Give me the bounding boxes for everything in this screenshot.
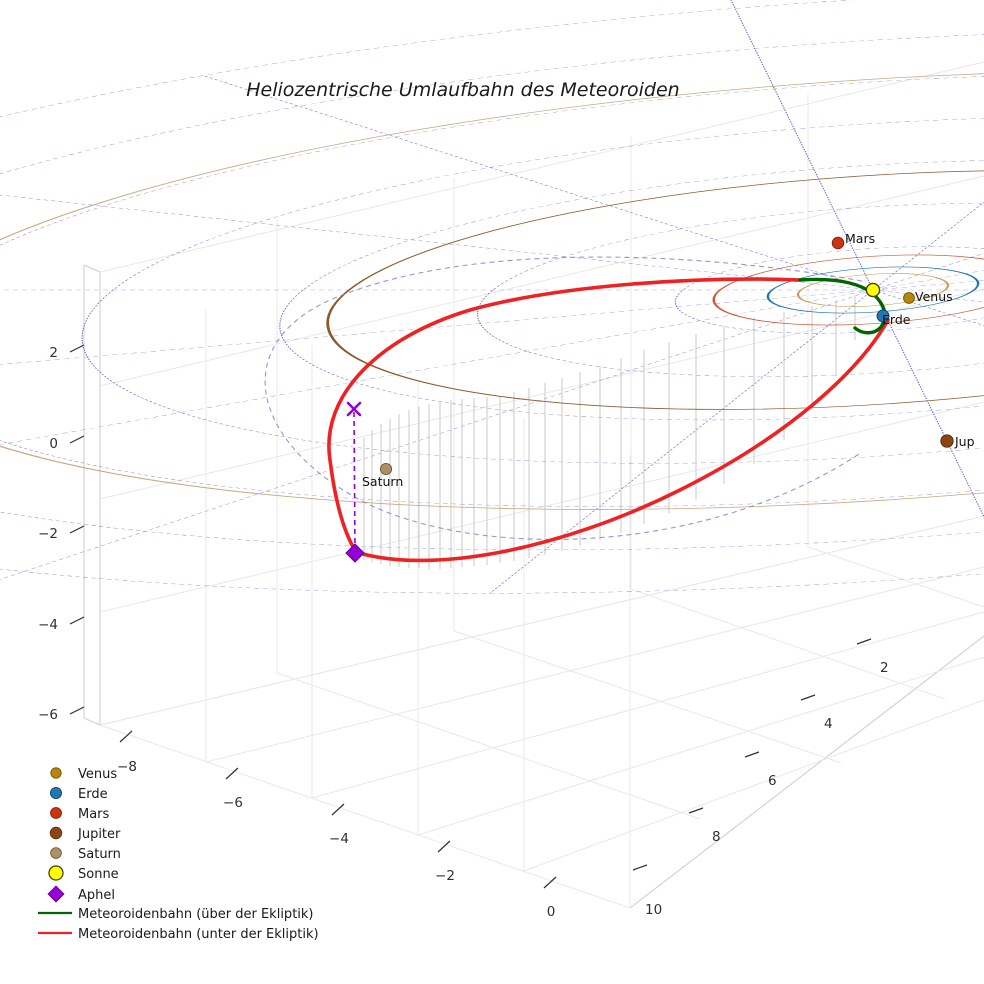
marker-erde: [876, 309, 890, 323]
legend-item-orbit-below[interactable]: Meteoroidenbahn (unter der Ekliptik): [38, 927, 319, 942]
x-axis-tick-labels: −8 −6 −4 −2 0: [117, 759, 555, 920]
legend-item-venus[interactable]: Venus: [50, 767, 118, 782]
legend-label-jupiter: Jupiter: [77, 827, 121, 842]
z-tick-0: 2: [49, 345, 58, 361]
z-tick-4: −6: [38, 707, 58, 723]
z-axis-tick-labels: 2 0 −2 −4 −6: [38, 345, 58, 723]
label-mars: Mars: [845, 231, 875, 246]
marker-venus: [903, 292, 915, 304]
legend-label-erde: Erde: [78, 787, 108, 802]
left-wall-pane: [83, 61, 984, 726]
aphelion-group: [345, 401, 365, 563]
legend-item-mars[interactable]: Mars: [50, 807, 110, 822]
marker-saturn: [379, 462, 393, 476]
y-tick-1: 4: [824, 716, 833, 732]
label-venus: Venus: [915, 289, 953, 304]
legend-item-jupiter[interactable]: Jupiter: [49, 826, 121, 842]
aphelion-diamond-icon: [47, 885, 65, 903]
z-tick-2: −2: [38, 526, 58, 542]
legend-item-aphel[interactable]: Aphel: [47, 885, 115, 903]
label-saturn: Saturn: [362, 474, 403, 489]
legend-item-erde[interactable]: Erde: [50, 787, 108, 802]
legend-label-aphel: Aphel: [78, 888, 115, 903]
tick-marks: [69, 344, 872, 889]
aphelion-diamond-marker: [345, 543, 365, 563]
label-jupiter: Jup: [954, 434, 975, 449]
legend-label-saturn: Saturn: [78, 847, 121, 862]
meteoroid-orbit-below: [327, 277, 802, 554]
polar-grid: [0, 0, 984, 594]
y-tick-3: 8: [712, 829, 721, 845]
axes-3d-box: [83, 61, 984, 909]
sun-marker-icon: [48, 865, 64, 881]
label-erde: Erde: [882, 312, 911, 327]
meteoroid-orbit-above: [798, 277, 887, 335]
marker-sun: [865, 282, 881, 298]
projection-stems: [363, 296, 856, 569]
y-tick-2: 6: [768, 773, 777, 789]
planet-markers: Saturn Jup Mars Venus Erde: [362, 231, 975, 489]
legend-item-saturn[interactable]: Saturn: [50, 847, 121, 862]
meteoroid-orbit-below-return: [354, 318, 890, 563]
x-tick-0: −8: [117, 759, 137, 775]
floor-pane: [99, 515, 984, 909]
x-tick-4: 0: [547, 904, 556, 920]
y-axis-tick-labels: 2 4 6 8 10: [645, 660, 889, 918]
z-tick-3: −4: [38, 617, 58, 633]
erde-marker-icon: [50, 787, 63, 800]
marker-mars: [831, 236, 845, 250]
legend: Venus Erde Mars Jupiter Saturn Sonne: [38, 767, 319, 942]
right-wall-pane: [205, 309, 631, 908]
legend-label-mars: Mars: [78, 807, 110, 822]
orbit-venus: [796, 273, 950, 307]
page-title: Heliozentrische Umlaufbahn des Meteoroid…: [246, 79, 679, 101]
marker-jupiter: [940, 434, 954, 448]
saturn-marker-icon: [50, 847, 62, 859]
x-tick-1: −6: [223, 795, 243, 811]
aphelion-drop-line: [353, 410, 356, 553]
jupiter-marker-icon: [49, 826, 63, 840]
venus-marker-icon: [50, 767, 62, 779]
aphelion-cross-icon: [346, 401, 362, 417]
legend-item-orbit-above[interactable]: Meteoroidenbahn (über der Ekliptik): [38, 907, 314, 922]
x-tick-3: −2: [435, 868, 455, 884]
orbit-erde: [766, 266, 980, 314]
planet-orbits: [0, 70, 984, 510]
y-tick-0: 2: [880, 660, 889, 676]
x-tick-2: −4: [329, 831, 349, 847]
legend-label-sonne: Sonne: [78, 867, 119, 882]
mars-marker-icon: [50, 807, 62, 819]
meteoroid-ecliptic-projection: [264, 256, 863, 540]
legend-label-venus: Venus: [78, 767, 117, 782]
orbit-mars: [712, 254, 984, 326]
z-tick-1: 0: [49, 436, 58, 452]
y-tick-4: 10: [645, 902, 662, 918]
orbit-jupiter: [326, 170, 984, 410]
orbit-saturn: [0, 70, 984, 510]
legend-label-orbit-below: Meteoroidenbahn (unter der Ekliptik): [78, 927, 319, 942]
legend-label-orbit-above: Meteoroidenbahn (über der Ekliptik): [78, 907, 314, 922]
legend-item-sonne[interactable]: Sonne: [48, 865, 119, 882]
